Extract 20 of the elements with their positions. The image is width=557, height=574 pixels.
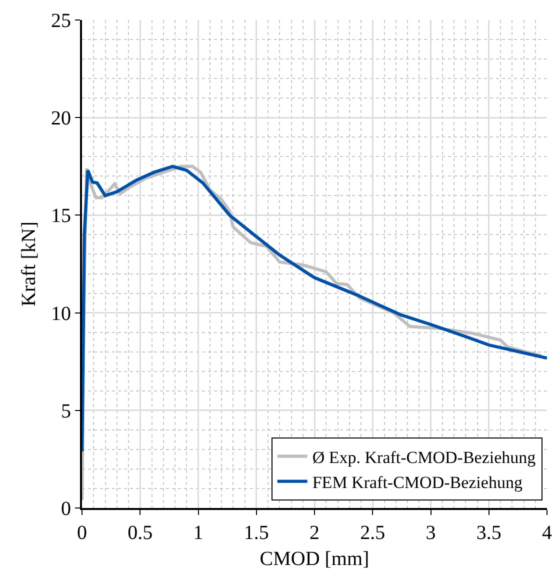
x-tick-label: 1.5 <box>244 522 269 544</box>
legend-label: FEM Kraft-CMOD-Beziehung <box>312 472 523 492</box>
x-tick-label: 2.5 <box>360 522 386 544</box>
y-tick-label: 20 <box>51 108 71 130</box>
line-series <box>82 164 547 453</box>
y-tick-label: 0 <box>61 498 71 520</box>
x-tick-label: 3 <box>426 522 436 544</box>
x-tick-label: 3.5 <box>476 522 502 544</box>
x-tick-label: 4 <box>542 522 552 544</box>
y-tick-label: 10 <box>51 302 71 325</box>
y-tick-label: 15 <box>51 205 71 228</box>
x-tick-label: 2 <box>310 522 320 544</box>
y-axis-title: Kraft [kN] <box>18 222 40 306</box>
y-tick-label: 5 <box>61 400 71 422</box>
y-tick-label: 25 <box>51 10 71 32</box>
x-axis-title: CMOD [mm] <box>260 548 370 570</box>
x-tick-label: 1 <box>193 522 204 544</box>
x-tick-label: 0.5 <box>128 522 153 544</box>
legend-label: Ø Exp. Kraft-CMOD-Beziehung <box>312 448 536 467</box>
x-tick-label: 0 <box>77 522 87 544</box>
